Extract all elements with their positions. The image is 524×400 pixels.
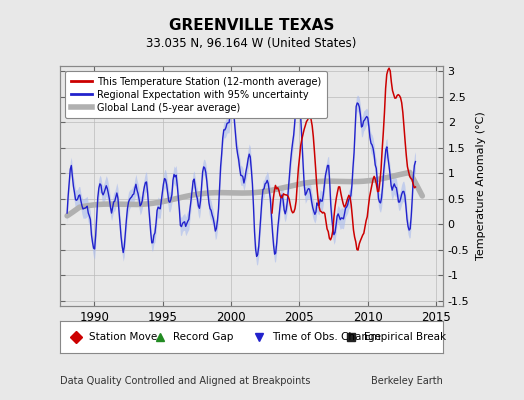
Y-axis label: Temperature Anomaly (°C): Temperature Anomaly (°C) (476, 112, 486, 260)
Text: Record Gap: Record Gap (173, 332, 234, 342)
Text: Time of Obs. Change: Time of Obs. Change (272, 332, 381, 342)
Text: 33.035 N, 96.164 W (United States): 33.035 N, 96.164 W (United States) (146, 37, 357, 50)
Text: GREENVILLE TEXAS: GREENVILLE TEXAS (169, 18, 334, 33)
Text: Data Quality Controlled and Aligned at Breakpoints: Data Quality Controlled and Aligned at B… (60, 376, 311, 386)
Text: Empirical Break: Empirical Break (364, 332, 446, 342)
Legend: This Temperature Station (12-month average), Regional Expectation with 95% uncer: This Temperature Station (12-month avera… (65, 71, 328, 118)
Text: Station Move: Station Move (89, 332, 157, 342)
Text: Berkeley Earth: Berkeley Earth (371, 376, 443, 386)
